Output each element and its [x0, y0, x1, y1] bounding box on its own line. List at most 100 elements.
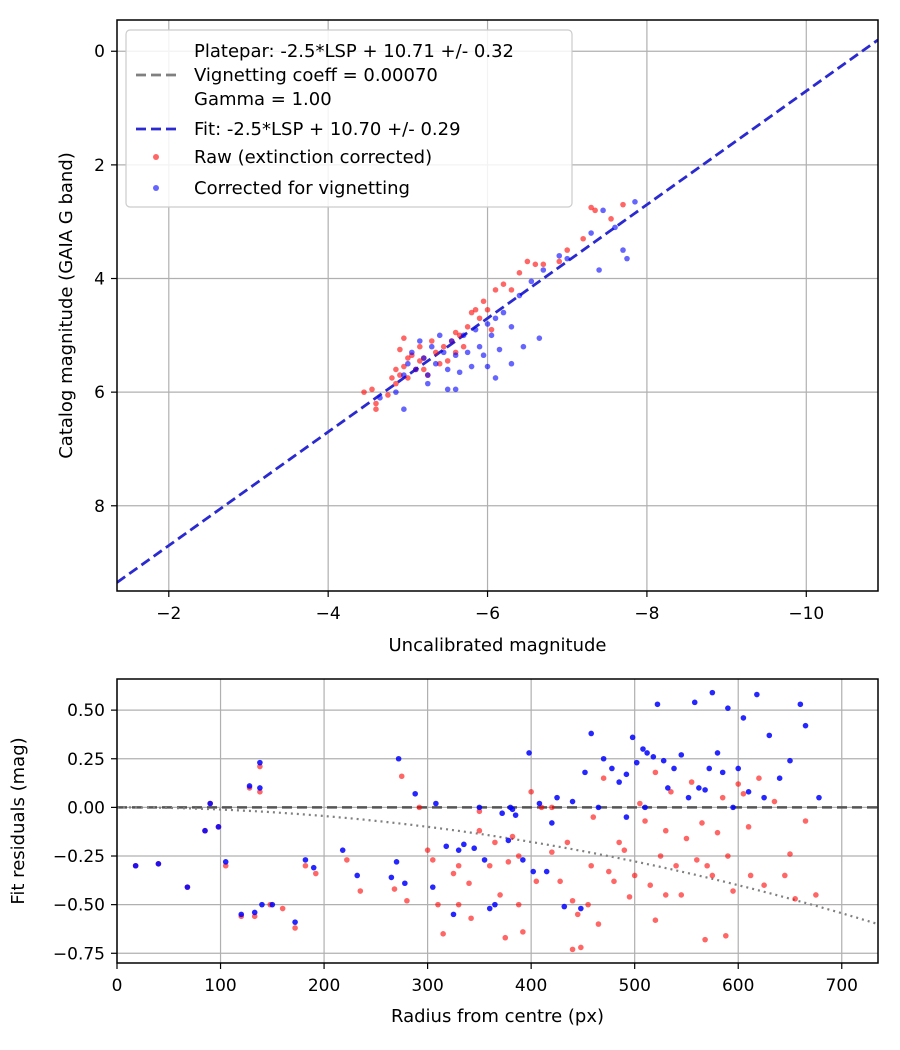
top-corrected-point	[440, 349, 447, 356]
bottom-corrected-point	[433, 800, 439, 807]
bottom-raw-point	[476, 808, 483, 815]
bottom-raw-point	[476, 827, 483, 834]
top-raw-point	[452, 329, 459, 336]
top-raw-point	[484, 306, 491, 313]
bottom-corrected-point	[696, 785, 702, 791]
bottom-raw-point	[292, 925, 298, 931]
bottom-corrected-point	[184, 884, 191, 890]
top-raw-point	[532, 261, 539, 268]
top-corrected-point	[632, 199, 638, 205]
bottom-raw-point	[492, 839, 498, 846]
bottom-corrected-point	[549, 820, 555, 826]
legend-dot-swatch	[153, 154, 159, 160]
bottom-raw-point	[585, 901, 591, 908]
bottom-corrected-point	[616, 779, 622, 785]
bottom-raw-point	[222, 862, 229, 869]
top-corrected-point	[620, 247, 626, 253]
top-raw-point	[405, 375, 411, 381]
bottom-raw-point	[302, 862, 309, 869]
top-raw-point	[564, 247, 571, 253]
bottom-corrected-point	[691, 699, 698, 706]
top-corrected-point	[413, 366, 419, 373]
top-xtick-label: −10	[788, 604, 824, 624]
bottom-corrected-point	[520, 857, 526, 863]
bottom-corrected-point	[354, 872, 361, 879]
top-corrected-point	[444, 366, 451, 373]
bottom-ytick-label: −0.75	[53, 944, 105, 964]
bottom-corrected-point	[816, 794, 822, 801]
bottom-ytick-label: −0.50	[53, 896, 105, 916]
legend-label: Vignetting coeff = 0.00070	[194, 65, 438, 86]
bottom-raw-point	[357, 888, 364, 894]
top-corrected-point	[484, 363, 491, 370]
bottom-corrected-point	[222, 859, 229, 865]
bottom-raw-point	[468, 915, 474, 922]
bottom-raw-point	[723, 932, 729, 939]
bottom-raw-point	[662, 892, 669, 898]
bottom-raw-point	[714, 829, 721, 836]
bottom-raw-point	[398, 773, 405, 780]
bottom-corrected-point	[582, 769, 588, 776]
bottom-corrected-point	[660, 757, 667, 764]
bottom-raw-point	[251, 913, 258, 920]
bottom-corrected-point	[754, 691, 760, 698]
top-ytick-label: 2	[94, 156, 105, 176]
bottom-corrected-point	[499, 810, 505, 817]
bottom-raw-point	[533, 878, 540, 885]
top-xtick-label: −2	[156, 604, 181, 624]
top-corrected-point	[528, 278, 535, 285]
bottom-corrected-point	[481, 857, 488, 863]
top-raw-point	[444, 358, 451, 364]
bottom-corrected-point	[429, 884, 436, 890]
bottom-raw-point	[595, 921, 602, 927]
bottom-corrected-point	[443, 843, 450, 850]
bottom-corrected-point	[251, 909, 258, 916]
bottom-raw-point	[652, 917, 659, 924]
top-corrected-point	[500, 309, 507, 316]
bottom-corrected-point	[512, 812, 519, 818]
top-raw-point	[401, 363, 407, 370]
bottom-raw-point	[725, 853, 731, 859]
top-legend: Platepar: -2.5*LSP + 10.71 +/- 0.32 Vigne…	[125, 29, 573, 208]
top-corrected-point	[612, 224, 618, 231]
top-corrected-point	[624, 255, 630, 262]
bottom-raw-point	[631, 872, 638, 879]
top-corrected-point	[508, 324, 515, 330]
top-raw-point	[361, 389, 367, 395]
bottom-corrected-point	[578, 905, 584, 912]
bottom-corrected-point	[259, 901, 265, 908]
bottom-corrected-point	[471, 845, 478, 852]
top-raw-point	[401, 335, 407, 341]
top-raw-point	[492, 287, 499, 293]
bottom-corrected-point	[292, 919, 298, 925]
bottom-corrected-point	[246, 783, 253, 789]
bottom-corrected-point	[702, 787, 708, 793]
bottom-xtick-label: 400	[515, 976, 547, 996]
bottom-corrected-point	[725, 705, 731, 711]
bottom-xtick-label: 600	[722, 976, 754, 996]
bottom-corrected-point	[257, 759, 263, 766]
bottom-xtick-label: 200	[308, 976, 340, 996]
bottom-corrected-point	[492, 901, 498, 908]
bottom-corrected-point	[776, 775, 783, 782]
top-raw-point	[369, 386, 375, 393]
bottom-corrected-point	[745, 789, 752, 795]
bottom-corrected-point	[257, 785, 263, 791]
bottom-raw-point	[745, 824, 752, 830]
bottom-raw-point	[557, 878, 563, 885]
top-corrected-point	[401, 406, 407, 412]
bottom-raw-point	[497, 892, 503, 898]
bottom-raw-point	[678, 892, 685, 898]
top-raw-point	[608, 216, 614, 222]
top-raw-point	[373, 406, 379, 412]
top-fit-line	[117, 38, 878, 584]
bottom-corrected-point	[600, 755, 607, 762]
bottom-corrected-point	[654, 701, 661, 708]
bottom-raw-point	[509, 833, 516, 840]
bottom-raw-point	[616, 839, 622, 846]
top-corrected-point	[540, 267, 547, 273]
bottom-raw-point	[704, 862, 710, 869]
top-corrected-point	[436, 332, 443, 339]
top-corrected-point	[468, 363, 475, 370]
top-raw-point	[397, 372, 403, 378]
